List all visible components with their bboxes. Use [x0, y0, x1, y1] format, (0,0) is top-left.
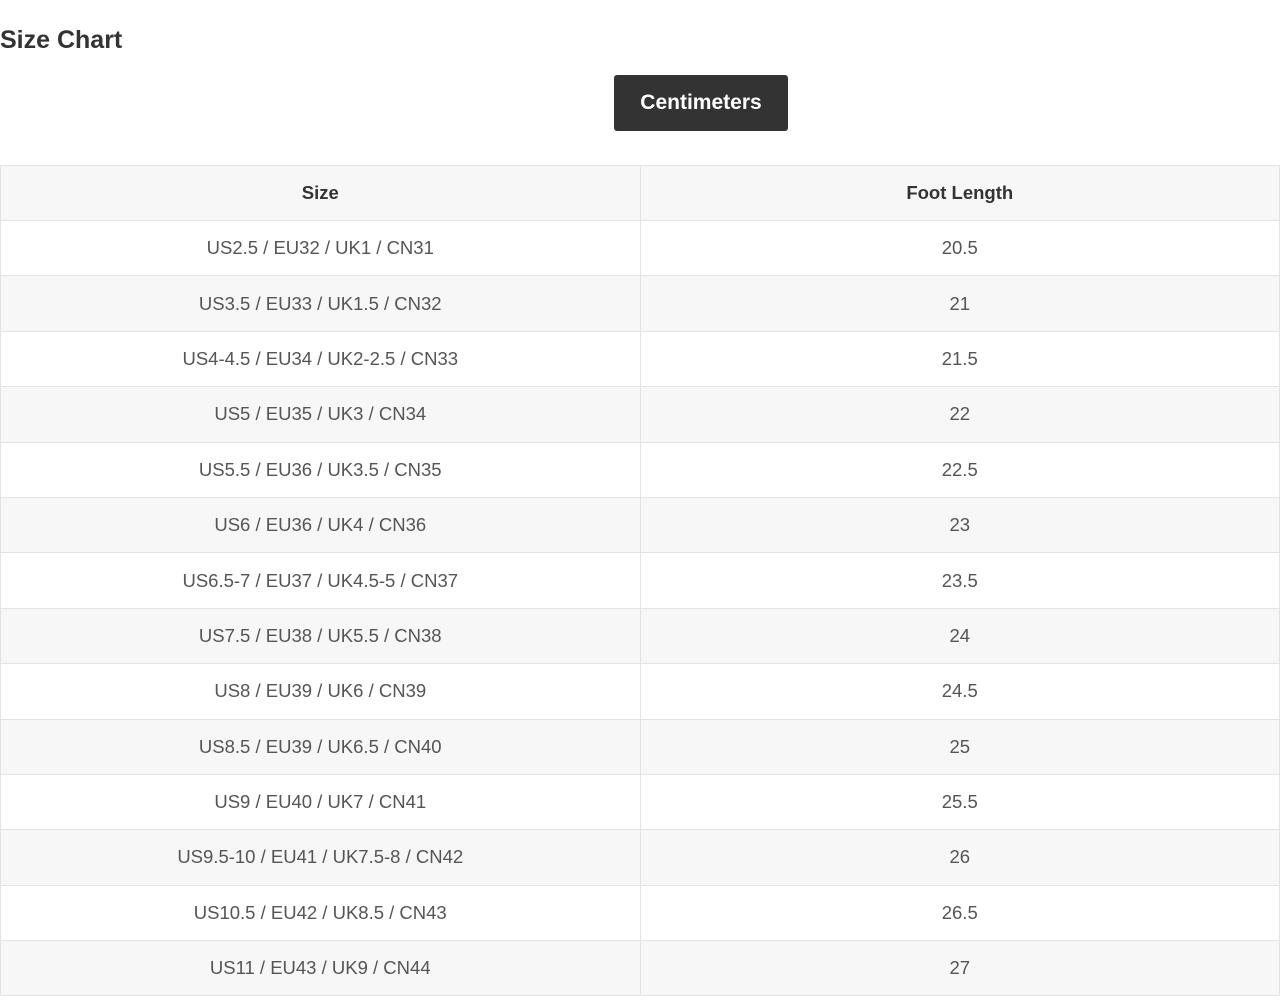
- foot-length-cell: 20.5: [639, 219, 1280, 277]
- size-chart-table: Size Foot Length US2.5 / EU32 / UK1 / CN…: [0, 165, 1280, 997]
- size-cell: US5.5 / EU36 / UK3.5 / CN35: [0, 441, 641, 498]
- size-cell: US9 / EU40 / UK7 / CN41: [0, 773, 641, 831]
- foot-length-cell: 26: [639, 829, 1280, 886]
- size-cell: US8 / EU39 / UK6 / CN39: [0, 663, 641, 720]
- table-row: US8 / EU39 / UK6 / CN39 24.5: [0, 663, 1280, 720]
- size-cell: US5 / EU35 / UK3 / CN34: [0, 386, 641, 443]
- table-row: US11 / EU43 / UK9 / CN44 27: [0, 940, 1280, 997]
- centimeters-unit-button[interactable]: Centimeters: [614, 75, 788, 131]
- foot-length-cell: 21: [639, 275, 1280, 332]
- table-row: US6.5-7 / EU37 / UK4.5-5 / CN37 23.5: [0, 552, 1280, 609]
- size-cell: US7.5 / EU38 / UK5.5 / CN38: [0, 607, 641, 665]
- header-size: Size: [0, 165, 641, 221]
- foot-length-cell: 22: [639, 386, 1280, 443]
- page-title: Size Chart: [0, 26, 123, 54]
- header-foot-length: Foot Length: [639, 165, 1280, 221]
- size-cell: US11 / EU43 / UK9 / CN44: [0, 940, 641, 997]
- size-cell: US4-4.5 / EU34 / UK2-2.5 / CN33: [0, 330, 641, 388]
- table-header-row: Size Foot Length: [0, 165, 1280, 221]
- table-row: US8.5 / EU39 / UK6.5 / CN40 25: [0, 718, 1280, 775]
- table-row: US7.5 / EU38 / UK5.5 / CN38 24: [0, 607, 1280, 665]
- size-cell: US2.5 / EU32 / UK1 / CN31: [0, 219, 641, 277]
- foot-length-cell: 24.5: [639, 663, 1280, 720]
- table-row: US6 / EU36 / UK4 / CN36 23: [0, 496, 1280, 554]
- size-cell: US6.5-7 / EU37 / UK4.5-5 / CN37: [0, 552, 641, 609]
- foot-length-cell: 23: [639, 496, 1280, 554]
- foot-length-cell: 21.5: [639, 330, 1280, 388]
- foot-length-cell: 24: [639, 607, 1280, 665]
- table-row: US4-4.5 / EU34 / UK2-2.5 / CN33 21.5: [0, 330, 1280, 388]
- table-row: US9.5-10 / EU41 / UK7.5-8 / CN42 26: [0, 829, 1280, 886]
- foot-length-cell: 22.5: [639, 441, 1280, 498]
- size-cell: US9.5-10 / EU41 / UK7.5-8 / CN42: [0, 829, 641, 886]
- foot-length-cell: 23.5: [639, 552, 1280, 609]
- table-row: US5 / EU35 / UK3 / CN34 22: [0, 386, 1280, 443]
- table-row: US3.5 / EU33 / UK1.5 / CN32 21: [0, 275, 1280, 332]
- table-row: US5.5 / EU36 / UK3.5 / CN35 22.5: [0, 441, 1280, 498]
- foot-length-cell: 25: [639, 718, 1280, 775]
- size-cell: US10.5 / EU42 / UK8.5 / CN43: [0, 884, 641, 942]
- foot-length-cell: 27: [639, 940, 1280, 997]
- size-cell: US8.5 / EU39 / UK6.5 / CN40: [0, 718, 641, 775]
- table-row: US2.5 / EU32 / UK1 / CN31 20.5: [0, 219, 1280, 277]
- size-cell: US6 / EU36 / UK4 / CN36: [0, 496, 641, 554]
- table-row: US9 / EU40 / UK7 / CN41 25.5: [0, 773, 1280, 831]
- size-cell: US3.5 / EU33 / UK1.5 / CN32: [0, 275, 641, 332]
- foot-length-cell: 26.5: [639, 884, 1280, 942]
- foot-length-cell: 25.5: [639, 773, 1280, 831]
- table-row: US10.5 / EU42 / UK8.5 / CN43 26.5: [0, 884, 1280, 942]
